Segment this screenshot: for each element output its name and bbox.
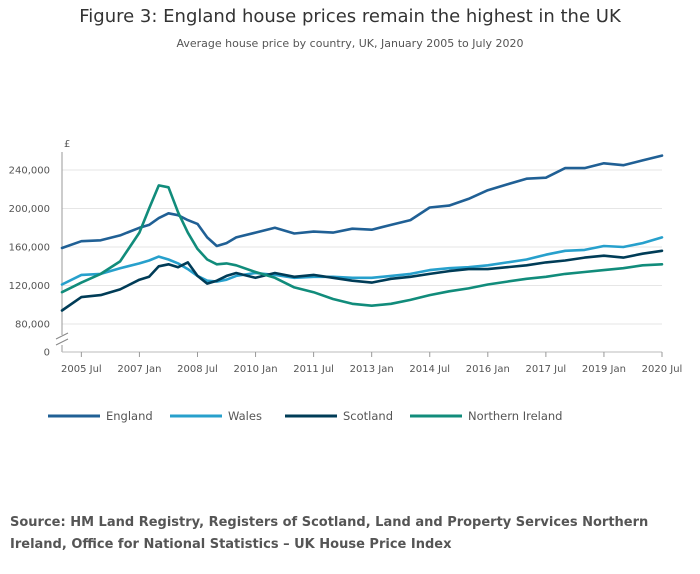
legend: England Wales Scotland Northern Ireland <box>48 409 562 423</box>
x-tick-label: 2013 Jan <box>350 364 394 375</box>
y-tick-label: 0 <box>44 348 50 359</box>
y-tick-label: 240,000 <box>9 166 50 177</box>
x-tick-label: 2008 Jul <box>177 364 218 375</box>
gridlines <box>62 169 662 353</box>
legend-label: Wales <box>228 409 262 423</box>
series-line-wales <box>60 236 664 286</box>
x-tick-label: 2014 Jul <box>409 364 450 375</box>
x-tick-label: 2007 Jan <box>117 364 161 375</box>
line-chart: 0 80,000 120,000 160,000 200,000 240,000 £2005… <box>9 139 683 423</box>
series-line-scotland <box>60 249 664 312</box>
axis-break-icon <box>55 332 69 346</box>
series-line-northern-ireland <box>60 184 664 308</box>
axes: 0 80,000 120,000 160,000 200,000 240,000 £2005… <box>9 139 683 375</box>
series-line-england <box>60 154 664 250</box>
y-tick-label: 160,000 <box>9 243 50 254</box>
x-tick-label: 2017 Jul <box>526 364 567 375</box>
x-tick-label: 2020 Jul <box>642 364 683 375</box>
legend-label: England <box>106 409 153 423</box>
chart-subtitle: Average house price by country, UK, Janu… <box>176 37 524 50</box>
legend-label: Northern Ireland <box>468 409 562 423</box>
y-tick-label: 120,000 <box>9 281 50 292</box>
x-tick-label: 2011 Jul <box>293 364 334 375</box>
series-lines <box>60 154 664 312</box>
x-tick-label: 2010 Jan <box>234 364 278 375</box>
x-tick-label: 2019 Jan <box>582 364 626 375</box>
y-tick-label: 200,000 <box>9 204 50 215</box>
x-tick-label: 2016 Jan <box>466 364 510 375</box>
y-axis-unit-label: £ <box>64 139 70 150</box>
source-note: Source: HM Land Registry, Registers of S… <box>10 515 649 552</box>
y-tick-label: 80,000 <box>15 320 50 331</box>
x-tick-label: 2005 Jul <box>61 364 102 375</box>
chart-title: Figure 3: England house prices remain th… <box>79 6 621 27</box>
legend-label: Scotland <box>343 409 393 423</box>
